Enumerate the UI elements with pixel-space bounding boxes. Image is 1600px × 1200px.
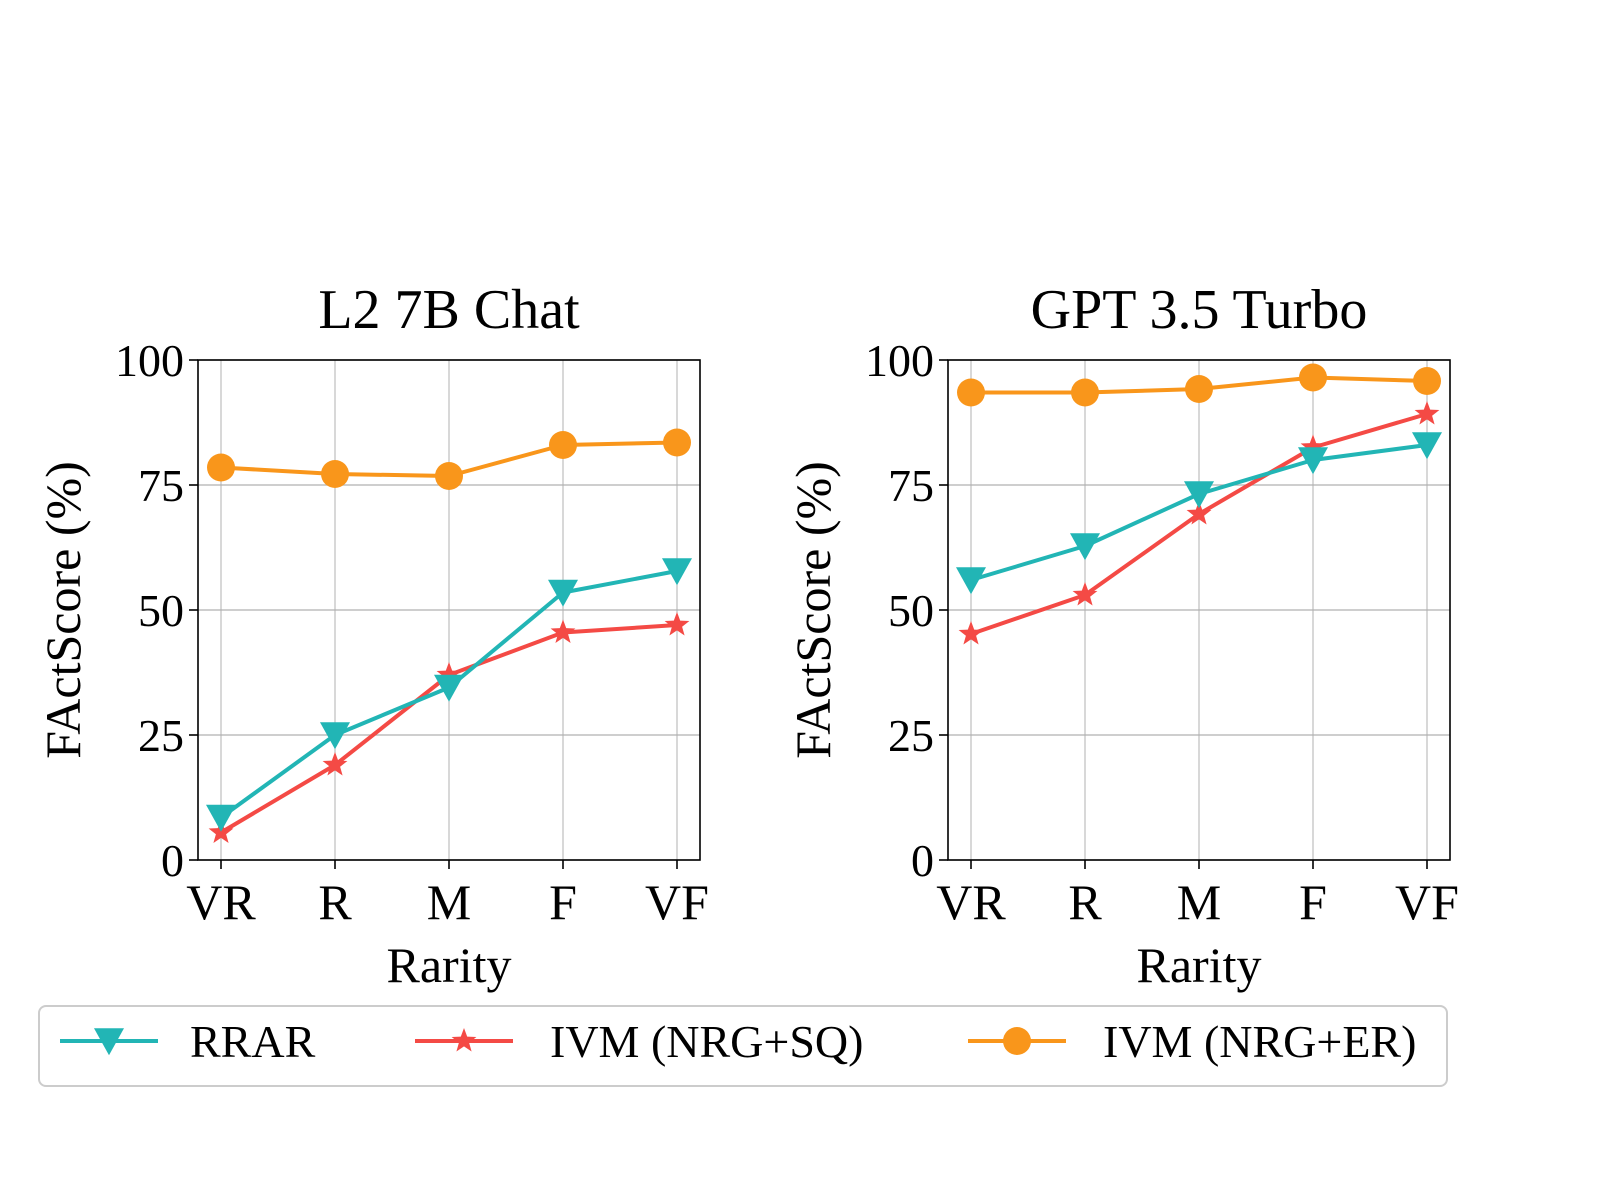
data-point: [436, 662, 462, 686]
x-tick-label: VF: [645, 874, 709, 930]
legend-marker-1: [94, 1028, 124, 1056]
x-tick-label: F: [1299, 874, 1327, 930]
x-tick-label: F: [549, 874, 577, 930]
y-tick-label: 100: [865, 335, 934, 386]
x-tick-label: M: [427, 874, 471, 930]
data-point: [549, 431, 577, 459]
x-tick-label: VR: [936, 874, 1006, 930]
y-tick-label: 0: [161, 835, 184, 886]
legend-label-1: RRAR: [190, 1016, 316, 1067]
x-tick-label: VF: [1395, 874, 1459, 930]
data-point: [958, 621, 984, 645]
chart-title: GPT 3.5 Turbo: [1031, 279, 1368, 341]
data-point: [320, 722, 350, 750]
data-point: [664, 612, 690, 636]
y-tick-label: 75: [138, 460, 184, 511]
legend-marker-2: [451, 1028, 477, 1052]
y-tick-label: 50: [138, 585, 184, 636]
data-point: [1298, 447, 1328, 475]
data-point: [1184, 481, 1214, 509]
data-point: [1300, 434, 1326, 458]
data-point: [957, 378, 985, 407]
x-tick-label: R: [1068, 874, 1102, 930]
data-point: [206, 804, 236, 832]
chart-panel-1: 0 25 50 75 100 VR R M F VF L2 7B Chat Rarity FActSco…: [35, 279, 709, 993]
x-axis-label: Rarity: [387, 937, 512, 993]
legend-label-3: IVM (NRG+ER): [1103, 1016, 1416, 1067]
data-point: [1185, 375, 1213, 403]
data-point: [1186, 501, 1212, 525]
x-tick-label: VR: [186, 874, 256, 930]
y-axis-label: FActScore (%): [35, 461, 91, 759]
chart-panel-2: 0 25 50 75 100 VR R M F VF GPT 3.5 Turbo Rarity FAct…: [785, 279, 1459, 993]
data-point: [322, 752, 348, 776]
data-point: [662, 558, 692, 586]
data-point: [434, 674, 464, 702]
y-tick-label: 50: [888, 585, 934, 636]
legend-label-2: IVM (NRG+SQ): [550, 1016, 863, 1067]
data-point: [1414, 401, 1440, 425]
data-point: [548, 579, 578, 607]
data-point: [1070, 533, 1100, 561]
data-point: [207, 453, 235, 482]
y-tick-label: 75: [888, 460, 934, 511]
x-axis-label: Rarity: [1137, 937, 1262, 993]
data-point: [1299, 363, 1327, 392]
data-point: [1413, 367, 1441, 395]
legend: RRAR IVM (NRG+SQ) IVM (NRG+ER): [38, 1005, 1448, 1087]
chart-title: L2 7B Chat: [318, 279, 580, 341]
x-tick-label: M: [1177, 874, 1221, 930]
legend-box: [38, 1005, 1448, 1087]
y-axis-label: FActScore (%): [785, 461, 841, 759]
data-point: [1072, 582, 1098, 606]
data-point: [956, 567, 986, 595]
legend-marker-3: [1003, 1027, 1031, 1055]
y-tick-label: 100: [115, 335, 184, 386]
x-tick-label: R: [318, 874, 352, 930]
y-tick-label: 25: [888, 710, 934, 761]
data-point: [1412, 432, 1442, 460]
data-point: [1071, 378, 1099, 407]
y-tick-label: 25: [138, 710, 184, 761]
data-point: [321, 460, 349, 488]
data-point: [435, 462, 463, 490]
data-point: [550, 619, 576, 643]
y-tick-label: 0: [911, 835, 934, 886]
data-point: [663, 428, 691, 457]
